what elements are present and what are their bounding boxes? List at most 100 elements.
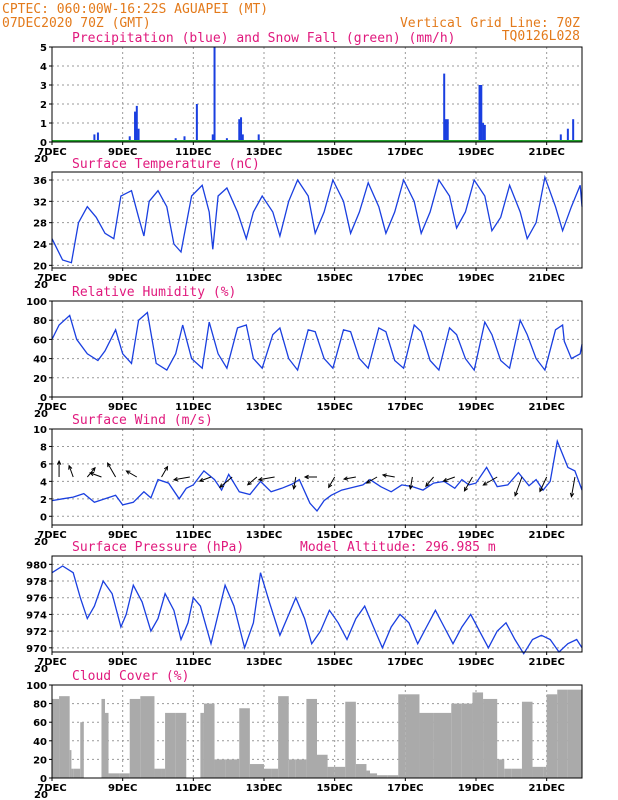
cloud-cover-bar [451,703,462,778]
wind-arrow [126,470,138,478]
y-tick-label: 28 [33,219,47,230]
precip-bar [93,134,96,142]
wind-arrow [409,476,413,489]
wind-arrowhead [408,484,414,490]
y-tick-label: 6 [40,460,47,471]
wind-arrowhead [125,470,131,475]
y-tick-label: 40 [33,355,47,366]
x-tick-label: 15DEC [316,530,352,541]
cloud-cover-bar [71,768,74,778]
cloud-cover-bar [295,759,307,778]
grid-line-info: Vertical Grid Line: 70Z [400,16,580,31]
cloud-cover-bar [129,698,141,778]
x-tick-label: 15DEC [316,273,352,284]
pressure-line [51,565,583,655]
cloud-cover-bar [203,703,215,778]
x-tick-label: 11DEC [175,402,211,413]
pressure-panel: 970 972 974 976 978 980 7DEC 9DEC 11DEC 13DEC 15DE… [26,540,583,675]
x-tick-label: 13DEC [246,273,282,284]
x-tick-label: 11DEC [175,273,211,284]
cloud-cover-bar [306,698,317,778]
y-tick-label: 980 [26,560,47,571]
wind-arrowhead [303,474,309,480]
y-tick-label: 20 [33,755,47,766]
y-tick-label: 60 [33,335,47,346]
precip-bar [483,124,486,142]
cloud-cover-bar [108,773,120,778]
x-tick-label: 21DEC [528,147,564,158]
cloud-cover-bar [557,689,568,778]
y-tick-label: 10 [33,425,47,436]
precip-bar [213,47,216,142]
x-tick-label: 9DEC [108,402,137,413]
wind-arrow [539,476,548,492]
wind-arrow [293,476,297,489]
y-tick-label: 0 [40,512,47,523]
x-tick-label: 7DEC [37,273,66,284]
cloud-cover-bar [472,692,484,778]
cloud-cover-bar [264,768,272,778]
x-tick-label: 17DEC [387,273,423,284]
wind-arrowhead [219,483,224,489]
wind-panel: 0 2 4 6 8 10 7DEC 9DEC 11DEC 13DEC 15DEC 17DEC 19DEC… [33,413,583,548]
x-tick-label: 9DEC [108,147,137,158]
wind-line [51,438,583,513]
panel-title: Precipitation (blue) and Snow Fall (gree… [72,31,456,46]
panel-title: Surface Wind (m/s) [72,413,213,428]
x-tick-label: 19DEC [458,147,494,158]
x-year-label: 20 [34,280,48,291]
humidity-panel: 0 20 40 60 80 100 7DEC 9DEC 11DEC 13DEC 15DEC 17DEC… [26,285,583,420]
x-year-label: 20 [34,537,48,548]
wind-arrowhead [328,483,333,489]
wind-arrow [464,476,473,492]
y-tick-label: 970 [26,644,47,655]
cloud-cover-bar [214,759,226,778]
panel-frame [51,555,583,653]
x-tick-label: 7DEC [37,147,66,158]
cloud-cover-bar [366,770,370,778]
wind-arrow [90,472,102,478]
precip-bar [195,104,198,142]
cloud-cover-bar [52,698,60,778]
x-tick-label: 13DEC [246,147,282,158]
temperature-panel: 20 24 28 32 36 7DEC 9DEC 11DEC 13DEC 15DEC 17DEC 19… [33,157,583,291]
y-tick-label: 4 [40,62,47,73]
x-tick-label: 19DEC [458,657,494,668]
x-tick-label: 15DEC [316,657,352,668]
cloud-cover-bar [355,764,367,778]
x-tick-label: 13DEC [246,783,282,794]
precip-bar [480,85,483,142]
x-tick-label: 13DEC [246,530,282,541]
x-tick-label: 11DEC [175,147,211,158]
cloud-cover-bar [154,768,162,778]
cloud-cover-bar [567,689,582,778]
cloud-cover-bar [101,698,105,778]
cloud-cover-bar [377,775,388,778]
cloud-cover-bar [105,712,109,778]
precip-bar [444,119,447,142]
station-header: CPTEC: 060:00W-16:22S AGUAPEI (MT) [2,2,268,17]
cloud-cover-bar [433,712,452,778]
cloud-cover-bar [532,766,544,778]
wind-arrowhead [463,486,469,492]
wind-arrow [483,476,498,486]
x-tick-label: 21DEC [528,273,564,284]
cloud-cover-bar [334,766,346,778]
cloud-cover-bar [225,759,240,778]
wind-arrowhead [68,464,73,470]
precip-bar [128,136,131,142]
x-year-label: 20 [34,409,48,420]
precip-bar [443,73,446,142]
cloud-cover-bar [288,759,296,778]
cloud-cover-bar [370,773,378,778]
wind-arrow [219,476,233,488]
x-tick-label: 21DEC [528,530,564,541]
y-tick-label: 100 [26,297,47,308]
y-tick-label: 0 [40,393,47,404]
precip-bar [257,134,260,142]
wind-arrowhead [56,459,62,465]
x-tick-label: 15DEC [316,402,352,413]
cloud-cover-bar [546,694,558,778]
precip-bar [240,117,243,142]
